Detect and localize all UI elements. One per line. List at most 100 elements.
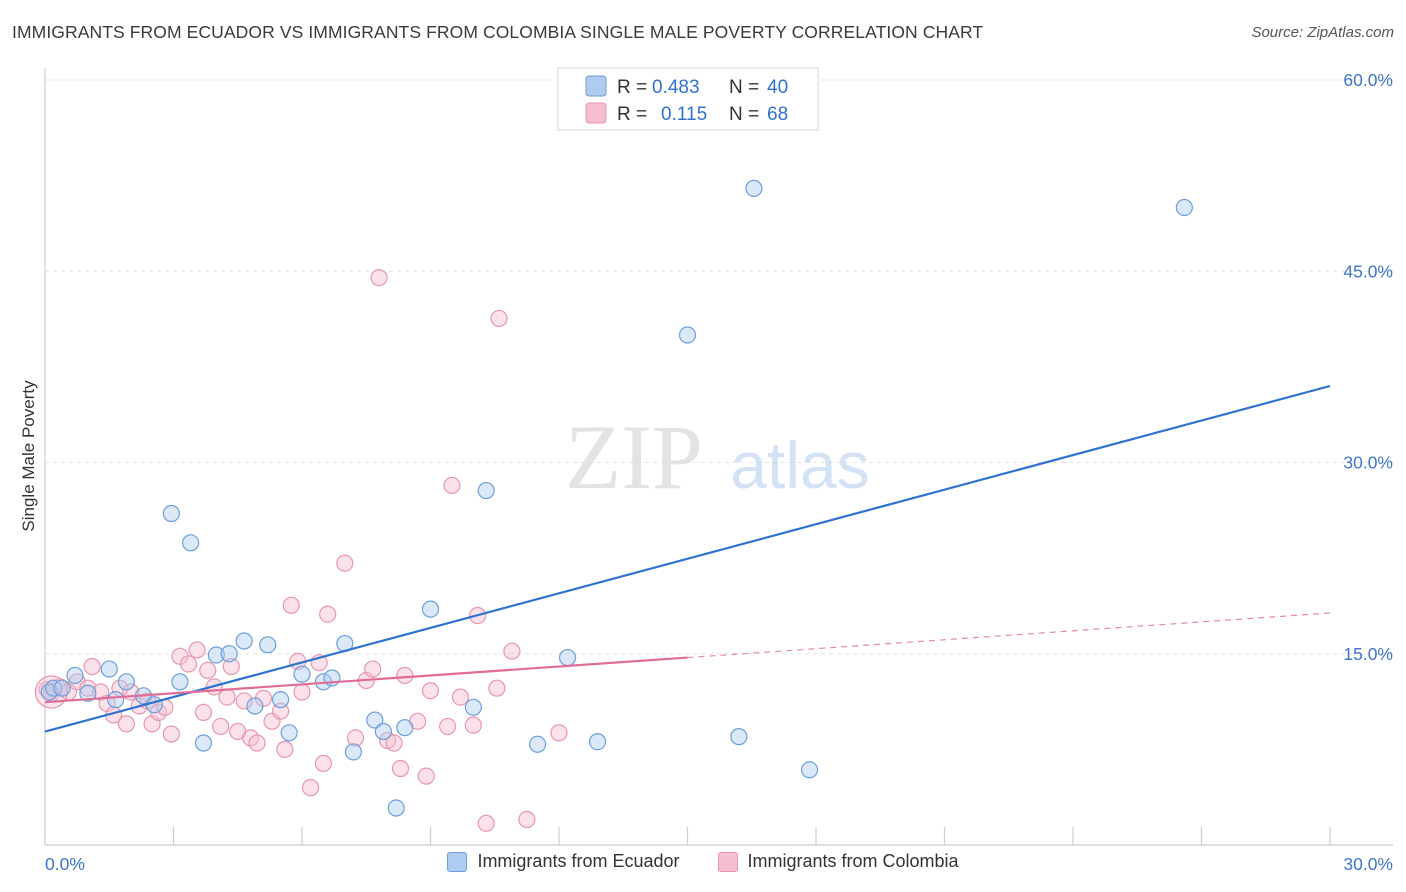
legend-item-ecuador-swatch: [447, 851, 468, 872]
legend-r-value-ecuador: 0.483: [652, 77, 700, 98]
legend-item-colombia-swatch: [717, 851, 738, 872]
ecuador-point: [344, 743, 362, 761]
colombia-point: [451, 688, 470, 706]
ecuador-point: [107, 691, 125, 709]
ecuador-point: [588, 733, 607, 751]
ecuador-point: [79, 684, 97, 702]
y-tick-label: 45.0%: [1343, 261, 1393, 281]
watermark: ZIP atlas: [565, 406, 870, 508]
colombia-point: [212, 717, 230, 736]
colombia-point: [282, 596, 300, 614]
legend-n-value-colombia: 68: [767, 104, 788, 125]
x-tick-label-min: 0.0%: [45, 854, 85, 874]
ecuador-point: [194, 734, 213, 752]
legend-item-ecuador[interactable]: Immigrants from Ecuador: [447, 851, 680, 872]
colombia-point: [83, 657, 101, 676]
ecuador-point: [387, 799, 405, 817]
legend-item-colombia-label: Immigrants from Colombia: [747, 851, 959, 871]
ecuador-point: [477, 481, 495, 500]
y-axis-label: Single Male Poverty: [19, 380, 38, 532]
colombia-point: [370, 269, 388, 287]
ecuador-point: [374, 722, 392, 741]
ecuador-point: [528, 735, 547, 753]
ecuador-point: [246, 697, 264, 715]
legend-n-label-ecuador: N =: [729, 77, 759, 98]
ecuador-point: [730, 728, 748, 746]
colombia-point: [518, 810, 536, 829]
legend-r-label-colombia: R =: [617, 104, 647, 125]
watermark-atlas: atlas: [730, 428, 869, 502]
colombia-point: [488, 679, 506, 697]
colombia-point: [396, 666, 414, 685]
colombia-point: [346, 729, 365, 747]
ecuador-point: [66, 666, 84, 685]
colombia-point: [319, 605, 337, 623]
colombia-point: [550, 724, 568, 742]
colombia-point: [439, 717, 457, 736]
x-axis-ticks: [44, 827, 1331, 845]
colombia-point: [68, 673, 86, 691]
colombia-point: [222, 657, 240, 676]
colombia-point: [179, 655, 198, 673]
chart-source: Source: ZipAtlas.com: [1251, 24, 1394, 41]
ecuador-point: [464, 698, 482, 716]
colombia-point: [443, 476, 461, 495]
colombia-point: [364, 660, 382, 678]
y-tick-label: 15.0%: [1343, 644, 1393, 664]
legend-n-value-ecuador: 40: [767, 77, 788, 98]
ecuador-point: [259, 636, 277, 654]
ecuador-point: [558, 648, 577, 667]
ecuador-trend-line: [44, 384, 1331, 733]
colombia-point: [314, 754, 333, 773]
legend-item-ecuador-label: Immigrants from Ecuador: [477, 851, 680, 871]
legend-swatch-colombia: [585, 102, 607, 124]
ecuador-point: [271, 691, 290, 709]
colombia-point: [336, 554, 354, 572]
colombia-point: [503, 642, 521, 660]
colombia-cluster: [34, 675, 69, 709]
legend-item-colombia[interactable]: Immigrants from Colombia: [717, 851, 959, 872]
colombia-point: [117, 715, 135, 733]
ecuador-point: [800, 761, 819, 779]
trend-lines: [44, 384, 1331, 733]
ecuador-point: [171, 673, 189, 691]
ecuador-point: [280, 724, 298, 742]
ecuador-point: [53, 679, 71, 697]
colombia-point: [276, 740, 294, 758]
legend-r-label-ecuador: R =: [617, 77, 647, 98]
colombia-point: [421, 682, 440, 700]
ecuador-point: [235, 632, 253, 650]
colombia-point: [490, 309, 508, 328]
series-colombia-points: [34, 269, 568, 832]
colombia-point: [417, 767, 435, 785]
ecuador-point: [678, 326, 697, 344]
colombia-point: [464, 716, 482, 734]
chart-title: IMMIGRANTS FROM ECUADOR VS IMMIGRANTS FR…: [12, 22, 984, 42]
watermark-zip: ZIP: [565, 406, 703, 508]
colombia-point: [248, 734, 266, 752]
ecuador-point: [100, 660, 118, 678]
colombia-point: [477, 814, 495, 832]
ecuador-point: [207, 646, 225, 664]
ecuador-point: [396, 719, 414, 737]
ecuador-point: [182, 534, 200, 552]
axes: [44, 68, 1393, 846]
colombia-point: [194, 703, 213, 722]
grid-lines: [45, 79, 1393, 655]
ecuador-point: [162, 504, 180, 523]
ecuador-point: [421, 600, 440, 618]
colombia-point: [188, 641, 206, 659]
ecuador-point: [117, 673, 135, 691]
colombia-point: [79, 679, 97, 697]
y-tick-label: 30.0%: [1343, 453, 1393, 473]
colombia-point: [199, 661, 217, 679]
legend-r-value-colombia: 0.115: [661, 104, 707, 125]
colombia-trend-extension: [687, 612, 1331, 659]
ecuador-point: [1175, 198, 1193, 217]
legend-swatch-ecuador: [585, 75, 607, 97]
y-tick-labels: 15.0% 30.0% 45.0% 60.0%: [1343, 70, 1393, 664]
colombia-point: [293, 683, 311, 701]
series-legend: Immigrants from Ecuador Immigrants from …: [0, 851, 1406, 872]
colombia-point: [235, 692, 253, 710]
